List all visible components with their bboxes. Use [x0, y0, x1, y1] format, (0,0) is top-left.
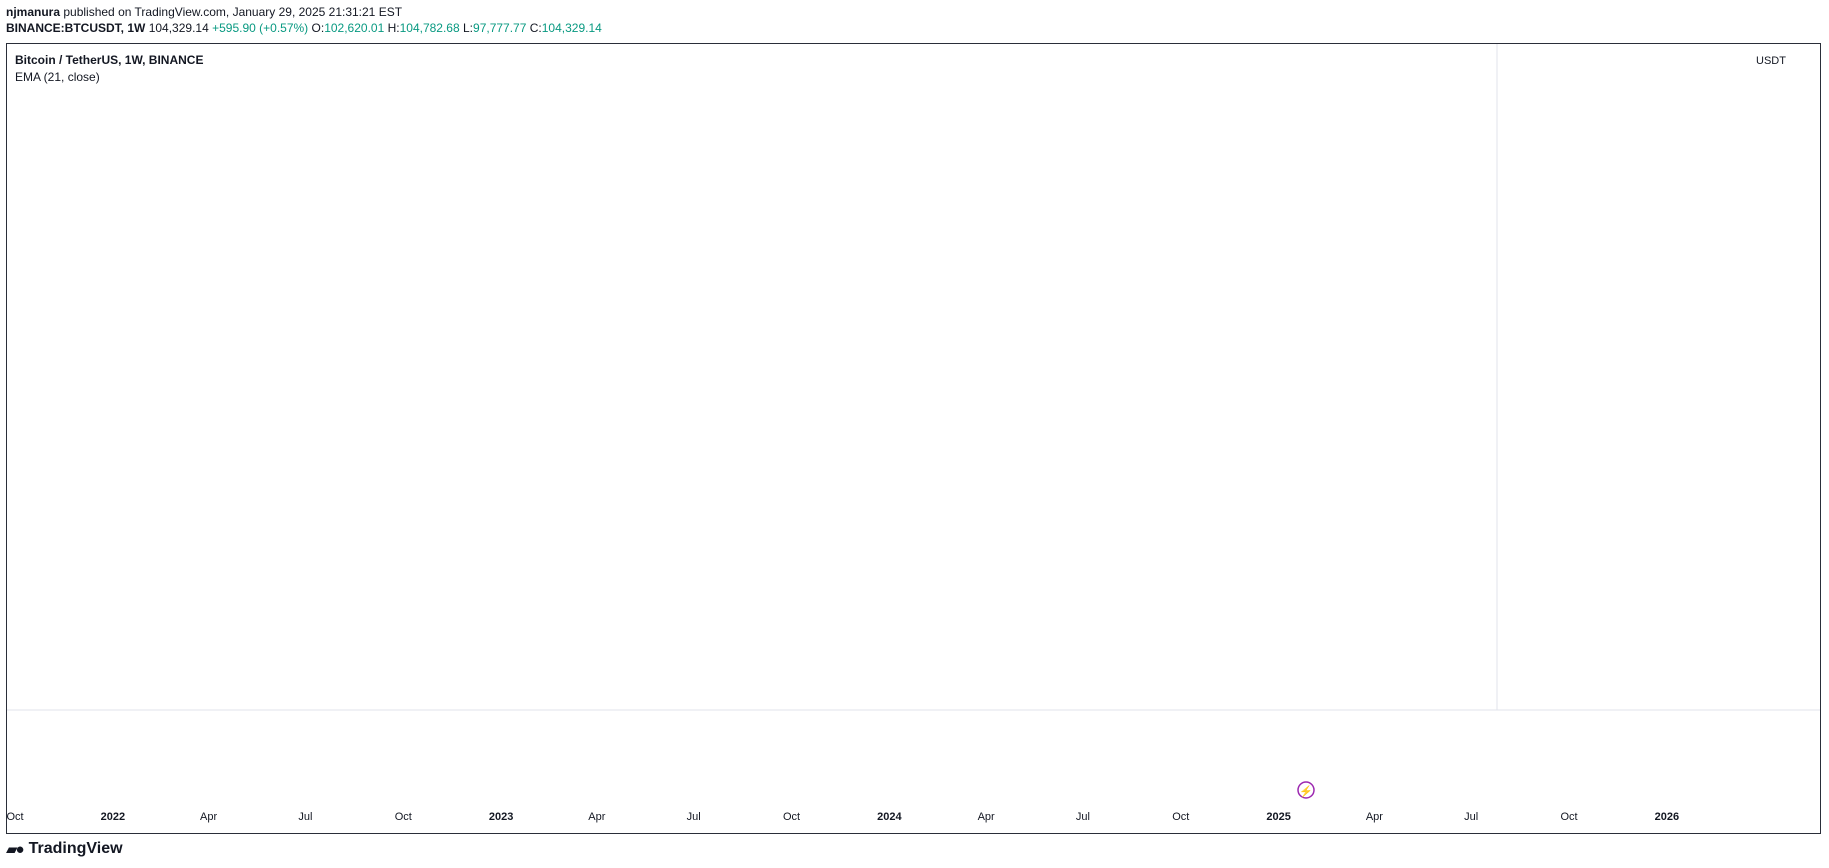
open-value: 102,620.01	[324, 21, 385, 35]
x-tick-label: Oct	[1561, 811, 1578, 823]
open-label: O:	[311, 21, 325, 35]
price-change: +595.90 (+0.57%)	[212, 21, 309, 35]
event-marker-icon[interactable]	[1297, 781, 1315, 799]
x-tick-label: Oct	[395, 811, 412, 823]
close-label: C:	[529, 21, 542, 35]
x-tick-label: Oct	[783, 811, 800, 823]
tradingview-logo-icon: ▰●	[6, 841, 25, 858]
x-tick-label: Oct	[6, 811, 23, 823]
symbol-label: BINANCE:BTCUSDT, 1W	[6, 21, 146, 35]
x-tick-label: 2026	[1655, 811, 1679, 823]
x-tick-label: Jul	[1464, 811, 1478, 823]
chart-legend: Bitcoin / TetherUS, 1W, BINANCE EMA (21,…	[15, 52, 203, 86]
x-tick-label: Apr	[200, 811, 217, 823]
x-tick-label: Oct	[1172, 811, 1189, 823]
lightning-icon: ⚡	[1299, 785, 1313, 798]
high-value: 104,782.68	[399, 21, 460, 35]
brand-name: TradingView	[28, 840, 123, 857]
x-tick-label: 2023	[489, 811, 513, 823]
price-axis-background	[1497, 44, 1820, 710]
legend-symbol[interactable]: Bitcoin / TetherUS, 1W, BINANCE	[15, 53, 204, 67]
x-tick-label: Apr	[1366, 811, 1383, 823]
x-tick-label: 2024	[877, 811, 902, 823]
low-value: 97,777.77	[473, 21, 527, 35]
x-tick-label: Jul	[298, 811, 312, 823]
last-price: 104,329.14	[148, 21, 209, 35]
low-label: L:	[463, 21, 474, 35]
publish-info: njmanura published on TradingView.com, J…	[6, 4, 402, 20]
x-tick-label: Jul	[687, 811, 701, 823]
high-label: H:	[387, 21, 400, 35]
x-tick-label: 2022	[101, 811, 125, 823]
x-tick-label: Apr	[978, 811, 995, 823]
chart-frame[interactable]	[6, 43, 1821, 834]
currency-label: USDT	[1756, 55, 1786, 67]
x-tick-label: 2025	[1266, 811, 1290, 823]
tradingview-logo[interactable]: ▰● TradingView	[6, 840, 123, 858]
close-value: 104,329.14	[541, 21, 602, 35]
x-tick-label: Apr	[588, 811, 605, 823]
legend-indicator[interactable]: EMA (21, close)	[15, 70, 100, 84]
publish-text: published on TradingView.com, January 29…	[63, 5, 403, 19]
x-tick-label: Jul	[1076, 811, 1090, 823]
ohlc-bar: BINANCE:BTCUSDT, 1W 104,329.14 +595.90 (…	[6, 20, 602, 36]
author-name[interactable]: njmanura	[6, 5, 61, 19]
